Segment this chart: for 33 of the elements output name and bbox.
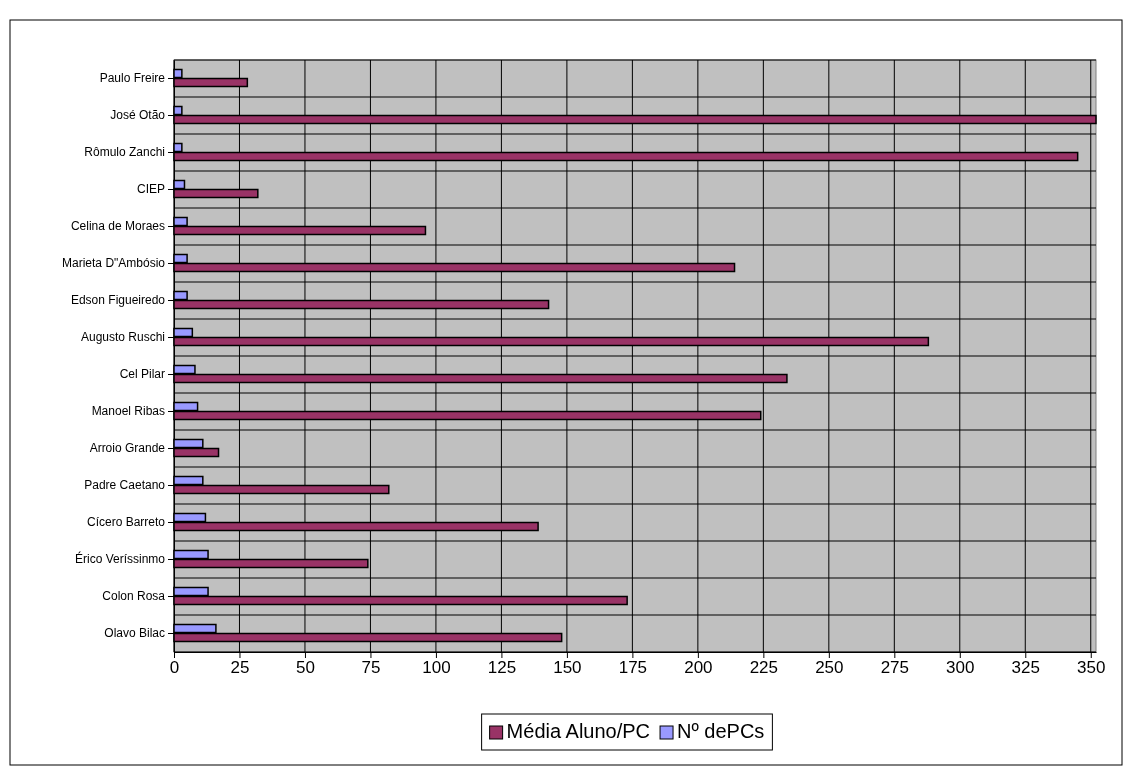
y-tick-label: Padre Caetano xyxy=(84,478,166,493)
x-tick-label: 300 xyxy=(946,658,975,678)
x-tick-label: 200 xyxy=(684,658,713,678)
x-tick-label: 0 xyxy=(169,658,180,678)
legend-label: Média Aluno/PC xyxy=(506,720,651,742)
y-tick-label: Manoel Ribas xyxy=(91,404,165,419)
x-tick-label: 75 xyxy=(361,658,381,678)
x-tick-label: 50 xyxy=(296,658,315,678)
x-tick-label: 250 xyxy=(815,658,844,678)
x-tick-label: 125 xyxy=(487,658,517,678)
y-tick-label: Marieta D"Ambósio xyxy=(62,256,166,271)
y-tick-label: Érico Veríssinmo xyxy=(74,551,166,567)
y-tick-label: CIEP xyxy=(136,182,165,197)
x-tick-label: 325 xyxy=(1011,658,1040,678)
x-tick-label: 25 xyxy=(230,658,250,678)
x-tick-label: 100 xyxy=(422,658,451,678)
x-tick-label: 150 xyxy=(553,658,582,678)
y-tick-label: Arroio Grande xyxy=(89,441,166,456)
x-tick-label: 350 xyxy=(1077,658,1106,678)
y-tick-label: Augusto Ruschi xyxy=(80,330,165,345)
legend-label: Nº dePCs xyxy=(677,720,765,742)
y-tick-label: Edson Figueiredo xyxy=(70,293,166,308)
x-tick-label: 225 xyxy=(749,658,779,678)
y-tick-label: José Otão xyxy=(110,108,166,123)
y-tick-label: Paulo Freire xyxy=(99,71,166,86)
y-tick-label: Cel Pilar xyxy=(119,367,165,382)
y-tick-label: Olavo Bilac xyxy=(104,626,165,641)
y-tick-label: Colon Rosa xyxy=(102,589,166,604)
x-tick-label: 275 xyxy=(880,658,909,678)
y-tick-label: Rômulo Zanchi xyxy=(84,145,165,160)
y-tick-label: Cícero Barreto xyxy=(86,515,166,530)
y-tick-label: Celina de Moraes xyxy=(70,219,165,234)
x-tick-label: 175 xyxy=(618,658,648,678)
